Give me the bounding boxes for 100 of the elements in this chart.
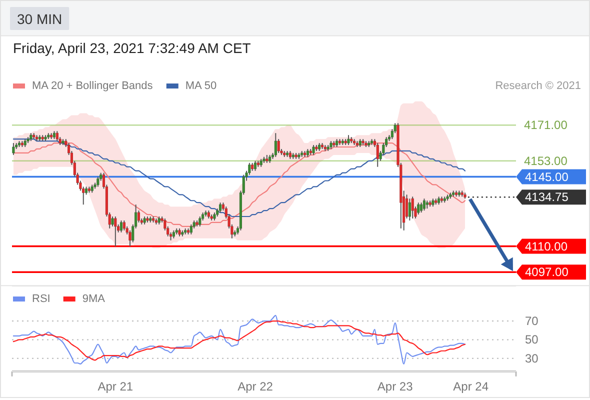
candlestick	[341, 138, 344, 146]
candlestick	[58, 136, 62, 146]
candlestick	[204, 210, 207, 217]
x-tick-label: Apr 23	[377, 379, 414, 394]
candlestick	[390, 128, 394, 140]
candlestick	[262, 156, 266, 164]
candlestick	[388, 134, 391, 142]
candlestick	[420, 202, 423, 214]
candlestick	[128, 230, 132, 247]
candlestick	[44, 134, 47, 142]
x-tick-label: Apr 22	[238, 379, 274, 394]
candlestick	[146, 216, 149, 223]
candlestick	[326, 144, 330, 152]
candlestick	[196, 220, 198, 227]
candlestick	[251, 162, 254, 172]
candlestick	[181, 230, 184, 237]
candlestick	[100, 172, 102, 182]
y-tick-label: 70	[525, 314, 539, 328]
candlestick	[368, 140, 370, 148]
candlestick	[446, 194, 449, 202]
candlestick	[382, 142, 385, 156]
candlestick	[47, 132, 50, 140]
candlestick	[36, 134, 38, 142]
candlestick	[52, 130, 56, 140]
candlestick	[364, 140, 368, 148]
candlestick	[460, 190, 464, 198]
candlestick	[321, 142, 324, 150]
candlestick	[82, 186, 85, 206]
candlestick	[175, 228, 178, 235]
candlestick	[88, 186, 90, 194]
ref-line-label: 4171.00	[524, 118, 568, 132]
candlestick	[210, 214, 213, 221]
candlestick	[344, 138, 347, 146]
candlestick	[24, 138, 26, 148]
candlestick	[62, 138, 64, 146]
candlestick	[283, 150, 286, 158]
legend-label: 9MA	[82, 293, 106, 305]
candlestick	[172, 230, 175, 239]
candlestick	[41, 134, 44, 142]
candlestick	[143, 216, 146, 225]
candlestick	[15, 142, 18, 150]
candlestick	[248, 162, 251, 176]
candlestick	[164, 218, 166, 231]
chart-subtitle: Friday, April 23, 2021 7:32:49 AM CET	[13, 40, 252, 56]
candlestick	[154, 218, 158, 225]
candlestick	[428, 200, 432, 208]
candlestick	[202, 212, 204, 221]
candlestick	[449, 192, 452, 200]
candlestick	[336, 138, 338, 148]
candlestick	[216, 208, 219, 217]
candlestick	[32, 132, 36, 140]
candlestick	[432, 198, 434, 208]
candlestick	[266, 154, 268, 164]
candlestick	[298, 152, 300, 160]
candlestick	[30, 132, 32, 142]
candlestick	[94, 182, 96, 190]
candlestick	[452, 190, 455, 198]
candlestick	[187, 228, 190, 235]
candlestick	[438, 196, 440, 206]
candlestick	[26, 136, 30, 144]
candlestick	[12, 142, 15, 156]
candlestick	[417, 202, 420, 216]
candlestick	[312, 144, 315, 156]
candlestick	[358, 138, 362, 148]
candlestick	[362, 138, 364, 146]
candlestick	[294, 152, 298, 160]
candlestick	[300, 150, 304, 158]
candlestick	[411, 196, 414, 219]
candlestick	[120, 220, 122, 233]
y-tick-label: 30	[525, 351, 539, 366]
candlestick	[50, 132, 53, 140]
candlestick	[324, 144, 326, 152]
candlestick	[318, 142, 321, 152]
candlestick	[20, 140, 24, 148]
candlestick	[434, 198, 438, 206]
line-series	[12, 320, 466, 361]
candlestick	[458, 190, 460, 198]
candlestick	[260, 158, 262, 168]
candlestick	[96, 176, 100, 188]
candlestick	[178, 228, 181, 237]
ref-line-label: 4110.00	[525, 239, 568, 254]
candlestick	[219, 202, 222, 214]
candlestick	[347, 134, 350, 146]
legend-label: MA 50	[185, 80, 217, 92]
candlestick	[443, 196, 446, 204]
candlestick	[408, 198, 411, 221]
candlestick	[315, 144, 318, 152]
candlestick	[111, 216, 114, 227]
candlestick	[332, 140, 336, 148]
candlestick	[394, 122, 396, 134]
ref-line-label: 4097.00	[525, 265, 569, 280]
line-series	[12, 314, 466, 364]
legend-label: RSI	[32, 293, 50, 305]
candlestick	[406, 194, 408, 219]
candlestick	[286, 150, 289, 158]
candlestick	[440, 196, 443, 204]
annotation: Research © 2021	[495, 80, 581, 92]
candlestick	[356, 140, 358, 148]
y-tick-label: 50	[525, 332, 539, 347]
candlestick	[213, 212, 216, 221]
